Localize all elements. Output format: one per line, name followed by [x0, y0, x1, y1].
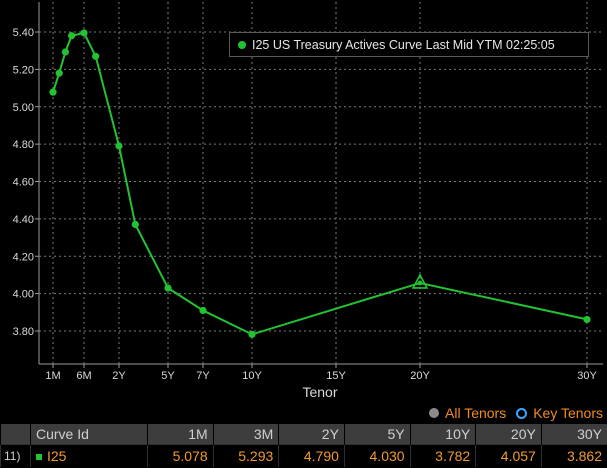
- y-tick-label: 5.00: [13, 102, 34, 114]
- value-cell-1m: 5.078: [147, 444, 214, 467]
- column-header-2y[interactable]: 2Y: [278, 424, 345, 445]
- y-tick-label: 4.40: [13, 214, 34, 226]
- y-tick-label: 4.60: [13, 177, 34, 189]
- column-header-index: [0, 424, 31, 445]
- data-point: [61, 48, 70, 56]
- radio-selected-icon: [516, 407, 528, 419]
- column-header-1m[interactable]: 1M: [147, 424, 214, 445]
- y-tick-label: 4.80: [13, 139, 34, 151]
- legend-series-label: I25 US Treasury Actives Curve Last Mid Y…: [252, 37, 555, 52]
- x-tick-label: 15Y: [326, 370, 346, 382]
- value-cell-20y: 4.057: [475, 444, 542, 467]
- curve-id-cell[interactable]: I25: [30, 444, 148, 467]
- x-tick-label: 30Y: [577, 370, 597, 382]
- column-header-3m[interactable]: 3M: [212, 424, 279, 445]
- series-line: [52, 31, 588, 336]
- value-cell-3m: 5.293: [212, 444, 279, 467]
- tenor-toggle-group: All Tenors Key Tenors: [419, 403, 603, 423]
- x-tick-label: 20Y: [410, 370, 430, 382]
- data-point: [49, 88, 57, 96]
- data-point: [131, 220, 139, 229]
- tenor-values-table: Curve Id 1M 3M 2Y 5Y 10Y 20Y 30Y 11) I25…: [0, 424, 607, 467]
- chart-legend: I25 US Treasury Actives Curve Last Mid Y…: [229, 32, 589, 57]
- legend-series-marker: [238, 40, 246, 49]
- value-cell-5y: 4.030: [343, 444, 411, 467]
- x-tick-label: 7Y: [196, 370, 210, 382]
- data-point: [583, 315, 591, 324]
- column-header-10y[interactable]: 10Y: [409, 424, 476, 445]
- all-tenors-label: All Tenors: [445, 405, 507, 421]
- data-point: [80, 29, 88, 37]
- column-header-30y[interactable]: 30Y: [540, 424, 607, 445]
- key-tenors-label: Key Tenors: [533, 405, 603, 421]
- data-point: [55, 69, 63, 77]
- x-tick-label: 5Y: [161, 370, 175, 382]
- series-color-icon: [36, 454, 42, 461]
- key-tenors-toggle[interactable]: Key Tenors: [516, 405, 603, 421]
- data-point: [92, 52, 100, 60]
- yield-curve-chart: 3.80 4.00 4.20 4.40 4.60 4.80 5.00 5.20 5.40 1M 6M…: [13, 2, 603, 400]
- radio-unselected-icon: [429, 408, 439, 418]
- data-point: [115, 142, 123, 150]
- y-tick-label: 4.20: [13, 251, 34, 263]
- x-tick-label: 10Y: [242, 370, 262, 382]
- y-tick-label: 3.80: [13, 326, 34, 338]
- value-cell-2y: 4.790: [278, 444, 345, 467]
- row-index: 11): [0, 444, 31, 467]
- all-tenors-toggle[interactable]: All Tenors: [429, 405, 506, 421]
- data-point: [417, 280, 423, 286]
- data-point-triangle: [411, 273, 429, 289]
- column-header-curve-id[interactable]: Curve Id: [30, 424, 148, 445]
- table-row[interactable]: 11) I25 5.078 5.293 4.790 4.030 3.782 4.…: [0, 444, 607, 467]
- x-tick-label: 1M: [45, 370, 60, 382]
- x-tick-label: 2Y: [112, 370, 126, 382]
- data-point: [248, 330, 256, 338]
- value-cell-10y: 3.782: [409, 444, 476, 467]
- y-tick-label: 5.20: [13, 64, 34, 76]
- y-tick-label: 5.40: [13, 27, 34, 39]
- y-tick-label: 4.00: [13, 289, 34, 301]
- x-tick-label: 6M: [76, 370, 91, 382]
- curve-id-label: I25: [47, 448, 67, 464]
- data-point: [164, 284, 172, 292]
- data-point: [67, 32, 76, 40]
- data-point: [199, 306, 207, 315]
- table-header-row: Curve Id 1M 3M 2Y 5Y 10Y 20Y 30Y: [0, 424, 607, 445]
- value-cell-30y: 3.862: [540, 444, 607, 467]
- column-header-20y[interactable]: 20Y: [475, 424, 542, 445]
- x-axis-title: Tenor: [302, 384, 337, 400]
- column-header-5y[interactable]: 5Y: [343, 424, 411, 445]
